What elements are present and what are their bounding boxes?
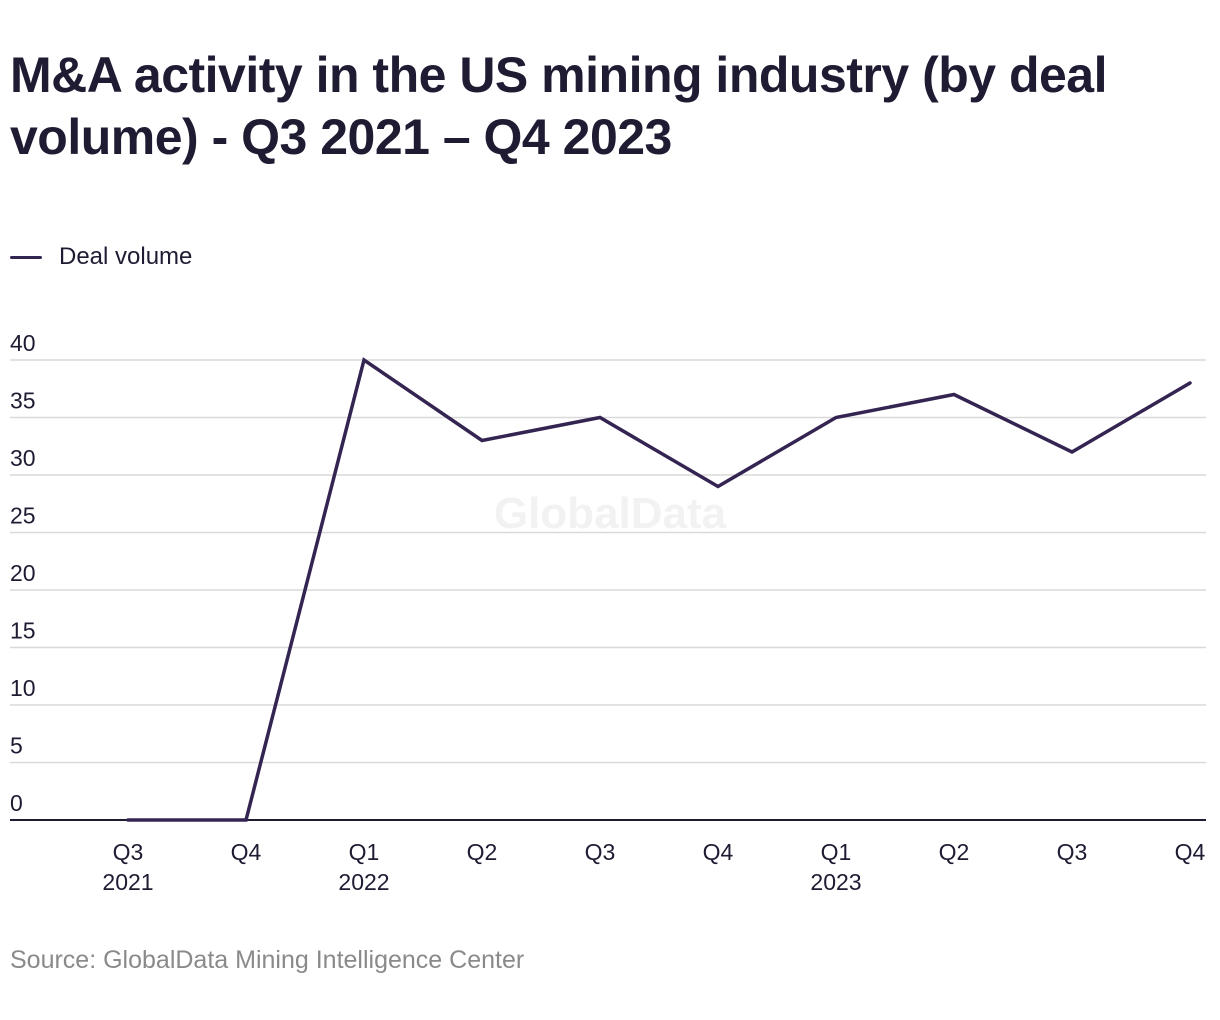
- source-note: Source: GlobalData Mining Intelligence C…: [10, 946, 525, 974]
- y-tick-label: 30: [10, 445, 36, 471]
- series-deal-volume: [126, 357, 1192, 822]
- x-tick-year-label: 2022: [338, 869, 389, 895]
- x-tick-label: Q3: [113, 839, 144, 865]
- grid-lines: [10, 359, 1206, 764]
- x-tick-label: Q1: [821, 839, 852, 865]
- x-tick-label: Q2: [939, 839, 970, 865]
- y-tick-label: 25: [10, 503, 36, 529]
- x-axis-ticks: Q3 2021 Q4 Q1 2022 Q2 Q3 Q4 Q1 2023 Q2 Q3 Q4: [102, 839, 1205, 895]
- y-tick-label: 0: [10, 790, 23, 816]
- legend: Deal volume: [10, 242, 192, 272]
- chart-title: M&A activity in the US mining industry (…: [10, 47, 1108, 165]
- y-tick-label: 35: [10, 388, 36, 414]
- x-tick-label: Q2: [467, 839, 498, 865]
- x-tick-label: Q1: [349, 839, 380, 865]
- watermark: GlobalData: [494, 489, 727, 538]
- y-tick-label: 5: [10, 733, 23, 759]
- x-tick-label: Q4: [231, 839, 262, 865]
- legend-swatch: [10, 255, 42, 259]
- y-tick-label: 20: [10, 560, 36, 586]
- y-tick-label: 10: [10, 675, 36, 701]
- x-tick-label: Q3: [1057, 839, 1088, 865]
- series-line: [126, 357, 1192, 822]
- x-tick-label: Q4: [1175, 839, 1206, 865]
- y-tick-label: 15: [10, 618, 36, 644]
- y-axis-ticks: 0 5 10 15 20 25 30 35 40: [10, 330, 36, 816]
- x-tick-year-label: 2021: [102, 869, 153, 895]
- y-tick-label: 40: [10, 330, 36, 356]
- line-chart: GlobalData 0 5 10 15 20 25 30 35 40 Q3 2021 Q4 Q1 20…: [10, 330, 1206, 895]
- x-tick-label: Q3: [585, 839, 616, 865]
- x-tick-label: Q4: [703, 839, 734, 865]
- legend-label: Deal volume: [59, 243, 193, 270]
- x-tick-year-label: 2023: [810, 869, 861, 895]
